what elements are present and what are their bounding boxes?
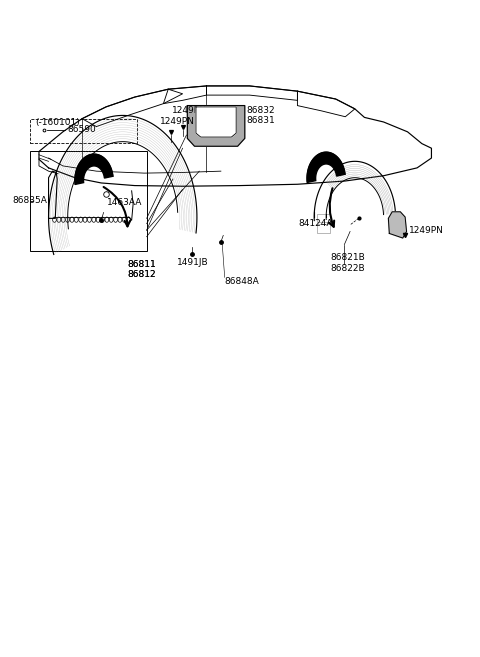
Polygon shape <box>187 106 245 147</box>
Text: 86811
86812: 86811 86812 <box>128 260 156 279</box>
Polygon shape <box>388 212 407 238</box>
Text: 1249PN: 1249PN <box>172 106 207 115</box>
Polygon shape <box>75 154 113 185</box>
Text: 86832
86831: 86832 86831 <box>246 106 275 125</box>
Bar <box>317 214 330 222</box>
Bar <box>30 119 137 143</box>
Text: 86848A: 86848A <box>225 277 259 286</box>
Polygon shape <box>196 107 236 137</box>
Text: 86835A: 86835A <box>12 196 48 205</box>
Text: 1491JB: 1491JB <box>177 258 208 267</box>
Text: (-160101): (-160101) <box>35 118 80 127</box>
Text: 1249PN: 1249PN <box>408 225 444 235</box>
Text: 86811
86812: 86811 86812 <box>128 260 156 279</box>
Polygon shape <box>307 152 345 183</box>
Text: 86821B
86822B: 86821B 86822B <box>330 253 365 273</box>
Bar <box>30 152 147 251</box>
Bar <box>317 223 330 233</box>
Text: 1249PN: 1249PN <box>160 118 195 127</box>
Text: 86590: 86590 <box>68 125 96 134</box>
Text: 84124A: 84124A <box>299 219 333 228</box>
Text: 1463AA: 1463AA <box>107 198 143 207</box>
